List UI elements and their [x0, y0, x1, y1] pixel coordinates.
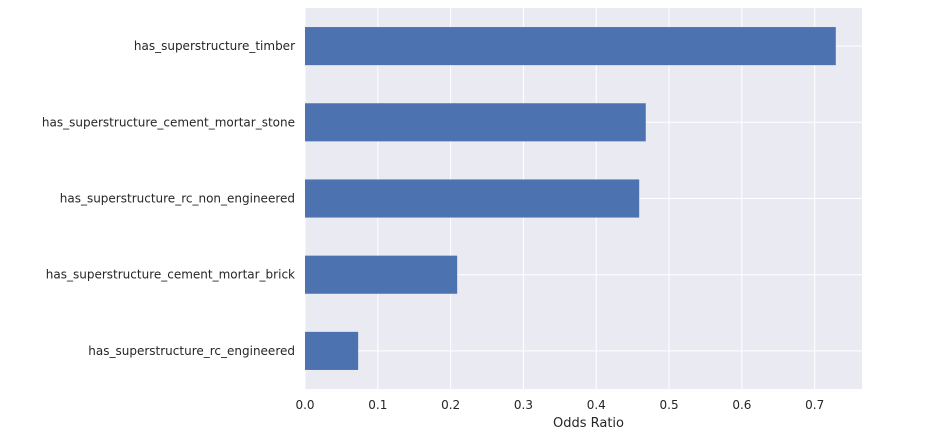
- y-tick-labels: has_superstructure_timber has_superstruct…: [42, 39, 295, 358]
- bar-has_superstructure_rc_engineered: [305, 331, 359, 370]
- bar-has_superstructure_cement_mortar_brick: [305, 255, 458, 294]
- x-tick-label: 0.3: [514, 398, 533, 412]
- bars: [305, 27, 836, 370]
- x-tick-labels: 0.0 0.1 0.2 0.3 0.4 0.5 0.6 0.7: [295, 398, 824, 412]
- y-tick-label: has_superstructure_rc_engineered: [88, 344, 295, 358]
- x-tick-label: 0.4: [587, 398, 606, 412]
- x-tick-label: 0.7: [805, 398, 824, 412]
- x-tick-label: 0.2: [441, 398, 460, 412]
- x-tick-label: 0.5: [660, 398, 679, 412]
- bar-has_superstructure_cement_mortar_stone: [305, 103, 646, 142]
- bar-has_superstructure_timber: [305, 27, 836, 66]
- y-tick-label: has_superstructure_cement_mortar_brick: [46, 268, 295, 282]
- y-tick-label: has_superstructure_cement_mortar_stone: [42, 115, 295, 129]
- y-tick-label: has_superstructure_rc_non_engineered: [60, 192, 295, 206]
- y-tick-label: has_superstructure_timber: [134, 39, 295, 53]
- x-tick-label: 0.0: [295, 398, 314, 412]
- x-tick-label: 0.1: [368, 398, 387, 412]
- x-axis-label: Odds Ratio: [553, 416, 624, 431]
- bar-has_superstructure_rc_non_engineered: [305, 179, 640, 218]
- x-tick-label: 0.6: [732, 398, 751, 412]
